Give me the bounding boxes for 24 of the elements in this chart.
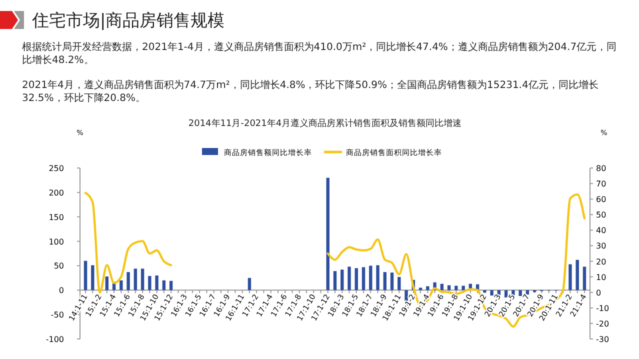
y-tick-label: 0 xyxy=(58,286,64,296)
y2-tick-label: 50 xyxy=(596,210,606,220)
y2-tick-label: 60 xyxy=(596,195,606,204)
y2-tick-label: -10 xyxy=(596,304,610,313)
y2-tick-label: 70 xyxy=(596,180,606,189)
chart-title: 住宅市场|商品房销售规模 xyxy=(31,11,225,31)
y2-tick-label: 40 xyxy=(596,226,606,236)
y2-tick-label: 10 xyxy=(596,272,606,282)
y-tick-label: -100 xyxy=(46,335,64,344)
text: 根据统计局开发经营数据，2021年1-4月，遵义商品房销售面积为410.0万m²，同比增长47.4%；遵义商品房销售额为204.7亿元，同比增长48.2%。 xyxy=(22,41,618,67)
y-tick-label: 200 xyxy=(48,188,64,198)
y2-tick-label: 30 xyxy=(596,242,606,251)
y-tick-label: 100 xyxy=(48,237,64,246)
y-tick-label: -50 xyxy=(50,310,64,320)
text: 2021年4月，遵义商品房销售面积为74.7万m²，同比增长4.8%，环比下降50.9%；全国商品房销售额为15231.4亿元，同比增长32.5%，环比下降20.8%。 xyxy=(22,79,600,105)
y2-tick-label: 20 xyxy=(596,257,606,266)
y-tick-label: 150 xyxy=(48,212,64,222)
y2-tick-label: -20 xyxy=(596,319,610,328)
y-tick-label: 250 xyxy=(48,164,64,173)
y2-tick-label: 80 xyxy=(596,164,606,173)
y2-tick-label: -30 xyxy=(596,335,610,344)
y2-tick-label: 0 xyxy=(596,288,602,298)
chart-subtitle: 2014年11月-2021年4月遵义商品房累计销售面积及销售额同比增速 xyxy=(188,118,462,129)
y-tick-label: 50 xyxy=(54,262,64,271)
